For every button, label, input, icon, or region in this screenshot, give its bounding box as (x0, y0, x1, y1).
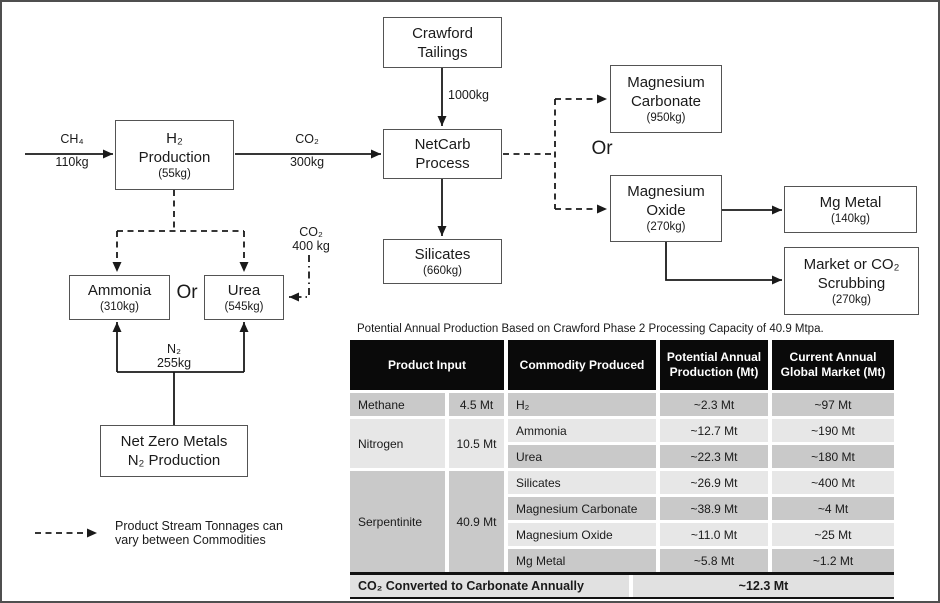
box-crawford-line2: Tailings (417, 43, 468, 61)
cell-potential-ammonia: ~12.7 Mt (660, 419, 768, 442)
label-ch4-formula: CH₄ (60, 132, 84, 146)
box-magnesium-oxide: Magnesium Oxide (270kg) (610, 175, 722, 242)
label-or-magnesium: Or (591, 138, 613, 159)
header-potential-production: Potential Annual Production (Mt) (660, 340, 768, 390)
cell-potential-mgmetal: ~5.8 Mt (660, 549, 768, 572)
cell-commodity-h2: H₂ (508, 393, 656, 416)
table-title: Potential Annual Production Based on Cra… (357, 323, 824, 335)
box-market-co2-scrubbing: Market or CO₂ Scrubbing (270kg) (784, 247, 919, 315)
box-crawford-line1: Crawford (412, 24, 473, 42)
cell-commodity-magcarbonate: Magnesium Carbonate (508, 497, 656, 520)
box-magcarb-line1: Magnesium (627, 73, 705, 91)
box-netcarb-line2: Process (415, 155, 470, 172)
label-or-products: Or (176, 282, 198, 303)
dash-netcarb-split (503, 99, 556, 209)
cell-potential-urea: ~22.3 Mt (660, 445, 768, 468)
label-n2-formula: N₂ (167, 342, 181, 356)
box-h2-line1: H₂ (166, 129, 183, 147)
label-co2-feed: CO₂ 300kg (271, 132, 343, 170)
box-mgmetal-line1: Mg Metal (819, 193, 882, 211)
box-netzero-line1: Net Zero Metals (120, 433, 228, 450)
box-magoxide-line1: Magnesium (627, 183, 705, 200)
cell-potential-magoxide: ~11.0 Mt (660, 523, 768, 546)
cell-input-methane: Methane (350, 393, 445, 416)
label-co2-urea-amount: 400 kg (292, 239, 330, 253)
footer-co2-converted-label: CO₂ Converted to Carbonate Annually (350, 575, 629, 597)
box-magcarb-note: (950kg) (646, 111, 686, 124)
arrow-co2-to-urea (289, 255, 310, 302)
cell-market-ammonia: ~190 Mt (772, 419, 894, 442)
cell-market-urea: ~180 Mt (772, 445, 894, 468)
cell-commodity-magoxide: Magnesium Oxide (508, 523, 656, 546)
box-silicates: Silicates (660kg) (383, 239, 502, 284)
footer-co2-converted-value: ~12.3 Mt (633, 575, 894, 597)
cell-potential-silicates: ~26.9 Mt (660, 471, 768, 494)
box-silicates-note: (660kg) (423, 264, 462, 277)
header-product-input: Product Input (350, 340, 504, 390)
label-co2-feed-formula: CO₂ (295, 132, 319, 146)
box-magnesium-carbonate: Magnesium Carbonate (950kg) (610, 65, 722, 133)
box-market-note: (270kg) (832, 293, 871, 306)
box-netcarb-line1: NetCarb (414, 136, 471, 153)
legend-text: Product Stream Tonnages can vary between… (115, 519, 283, 547)
header-commodity-produced: Commodity Produced (508, 340, 656, 390)
label-n2-feed: N₂ 255kg (142, 342, 206, 370)
box-netzero-line2: N₂ Production (127, 452, 221, 469)
cell-commodity-urea: Urea (508, 445, 656, 468)
header-global-market: Current Annual Global Market (Mt) (772, 340, 894, 390)
cell-market-silicates: ~400 Mt (772, 471, 894, 494)
box-mgmetal-note: (140kg) (831, 212, 870, 225)
cell-potential-h2: ~2.3 Mt (660, 393, 768, 416)
table-footer-row: CO₂ Converted to Carbonate Annually ~12.… (350, 572, 894, 599)
production-table-section: Potential Annual Production Based on Cra… (350, 322, 894, 599)
label-ch4-amount: 110kg (55, 155, 89, 169)
box-crawford-tailings: Crawford Tailings (383, 17, 502, 68)
cell-input-methane-amount: 4.5 Mt (449, 393, 504, 416)
cell-potential-magcarbonate: ~38.9 Mt (660, 497, 768, 520)
cell-market-magcarbonate: ~4 Mt (772, 497, 894, 520)
cell-input-nitrogen: Nitrogen (350, 419, 445, 468)
box-h2-note: (55kg) (158, 167, 191, 180)
box-urea-note: (545kg) (224, 300, 264, 313)
box-urea-line1: Urea (227, 281, 261, 299)
box-magoxide-note: (270kg) (646, 221, 686, 233)
box-urea: Urea (545kg) (204, 275, 284, 320)
cell-market-magoxide: ~25 Mt (772, 523, 894, 546)
label-ch4-input: CH₄ 110kg (36, 132, 108, 170)
cell-commodity-mgmetal: Mg Metal (508, 549, 656, 572)
label-co2-feed-amount: 300kg (289, 155, 325, 169)
cell-input-nitrogen-amount: 10.5 Mt (449, 419, 504, 468)
production-table: Product Input Commodity Produced Potenti… (350, 340, 894, 572)
label-co2-urea-formula: CO₂ (299, 225, 323, 239)
box-magoxide-line2: Oxide (646, 202, 686, 219)
box-mg-metal: Mg Metal (140kg) (784, 186, 917, 233)
label-co2-urea: CO₂ 400 kg (285, 225, 337, 253)
box-ammonia: Ammonia (310kg) (69, 275, 170, 320)
cell-input-serpentinite: Serpentinite (350, 471, 445, 572)
box-ammonia-note: (310kg) (100, 300, 139, 313)
box-net-zero-metals: Net Zero Metals N₂ Production (100, 425, 248, 477)
cell-commodity-ammonia: Ammonia (508, 419, 656, 442)
dash-h2-split (117, 190, 244, 232)
cell-market-mgmetal: ~1.2 Mt (772, 549, 894, 572)
label-tailings-amount: 1000kg (448, 88, 490, 102)
box-ammonia-line1: Ammonia (87, 281, 152, 299)
box-market-line1: Market or CO₂ (803, 255, 900, 273)
box-h2-line2: Production (138, 148, 211, 166)
box-netcarb-process: NetCarb Process (383, 129, 502, 179)
box-silicates-line1: Silicates (414, 245, 471, 263)
line-n2-feed (117, 371, 244, 425)
label-n2-amount: 255kg (156, 356, 192, 370)
box-magcarb-line2: Carbonate (630, 92, 702, 110)
box-h2-production: H₂ Production (55kg) (115, 120, 234, 190)
cell-market-h2: ~97 Mt (772, 393, 894, 416)
cell-input-serpentinite-amount: 40.9 Mt (449, 471, 504, 572)
box-market-line2: Scrubbing (817, 274, 886, 292)
cell-commodity-silicates: Silicates (508, 471, 656, 494)
arrow-magoxide-to-market (665, 242, 782, 285)
